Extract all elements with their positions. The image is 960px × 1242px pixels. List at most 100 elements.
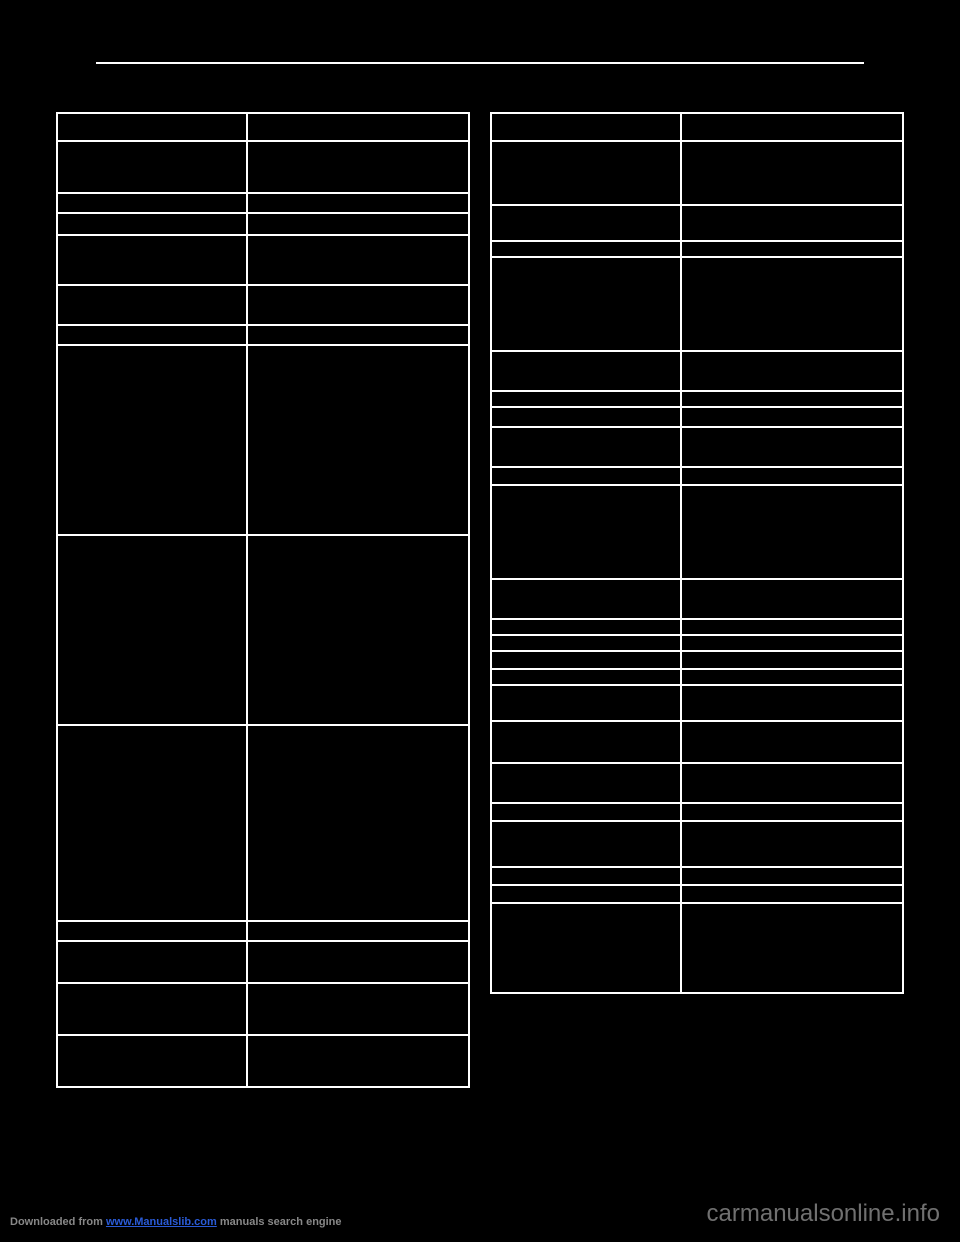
table-row [491,205,903,241]
table-cell [57,141,247,193]
table-row [491,721,903,763]
footer-attribution: Downloaded from www.Manualslib.com manua… [10,1216,342,1228]
table-cell [491,351,681,391]
table-cell [681,721,903,763]
table-row [57,941,469,983]
table-cell [491,763,681,803]
table-cell [247,285,469,325]
table-cell [681,485,903,579]
table-cell [681,141,903,205]
table-cell [681,351,903,391]
table-cell [491,467,681,485]
table-row [491,903,903,993]
table-row [57,535,469,725]
table-cell [491,579,681,619]
table-cell [681,651,903,669]
table-row [491,867,903,885]
table-cell [491,635,681,651]
table-cell [491,885,681,903]
table-cell [681,407,903,427]
table-cell [681,205,903,241]
table-cell [247,921,469,941]
page-header-rule [96,62,864,64]
footer-suffix: manuals search engine [220,1216,342,1228]
table-row [57,325,469,345]
table-cell [491,867,681,885]
footer-link[interactable]: www.Manualslib.com [106,1216,217,1228]
table-row [491,141,903,205]
table-cell [491,427,681,467]
table-cell [491,619,681,635]
table-cell [57,113,247,141]
table-cell [247,725,469,921]
table-cell [247,1035,469,1087]
table-cell [491,821,681,867]
table-cell [57,983,247,1035]
table-cell [491,205,681,241]
table-row [491,391,903,407]
table-cell [491,903,681,993]
table-cell [681,685,903,721]
table-cell [57,941,247,983]
left-table [56,112,470,1088]
table-cell [491,803,681,821]
table-row [491,241,903,257]
table-row [491,407,903,427]
table-cell [681,903,903,993]
table-cell [247,235,469,285]
table-row [57,345,469,535]
table-cell [681,619,903,635]
table-row [491,763,903,803]
table-row [491,885,903,903]
table-row [57,113,469,141]
table-cell [681,885,903,903]
table-cell [57,1035,247,1087]
table-row [57,193,469,213]
table-row [491,579,903,619]
table-cell [491,485,681,579]
footer-prefix: Downloaded from [10,1216,106,1228]
table-cell [491,651,681,669]
content-columns [56,112,904,1088]
table-cell [247,113,469,141]
table-row [491,257,903,351]
table-cell [57,193,247,213]
table-cell [681,763,903,803]
table-cell [247,213,469,235]
table-cell [57,345,247,535]
table-cell [247,193,469,213]
table-cell [681,635,903,651]
table-cell [57,285,247,325]
table-row [491,485,903,579]
table-cell [681,579,903,619]
table-cell [57,921,247,941]
table-cell [57,535,247,725]
watermark-text: carmanualsonline.info [707,1200,940,1228]
table-cell [247,983,469,1035]
table-cell [247,535,469,725]
left-column [56,112,470,1088]
table-row [491,427,903,467]
table-cell [57,213,247,235]
table-row [491,635,903,651]
table-row [491,113,903,141]
table-row [491,685,903,721]
table-cell [491,257,681,351]
table-row [491,351,903,391]
table-cell [491,141,681,205]
table-row [57,983,469,1035]
table-cell [491,407,681,427]
table-cell [681,467,903,485]
table-cell [681,821,903,867]
table-cell [57,325,247,345]
table-cell [491,113,681,141]
table-cell [681,257,903,351]
table-cell [491,241,681,257]
table-cell [491,669,681,685]
table-cell [491,391,681,407]
table-cell [247,345,469,535]
table-row [57,725,469,921]
table-cell [57,235,247,285]
table-cell [681,113,903,141]
table-cell [57,725,247,921]
